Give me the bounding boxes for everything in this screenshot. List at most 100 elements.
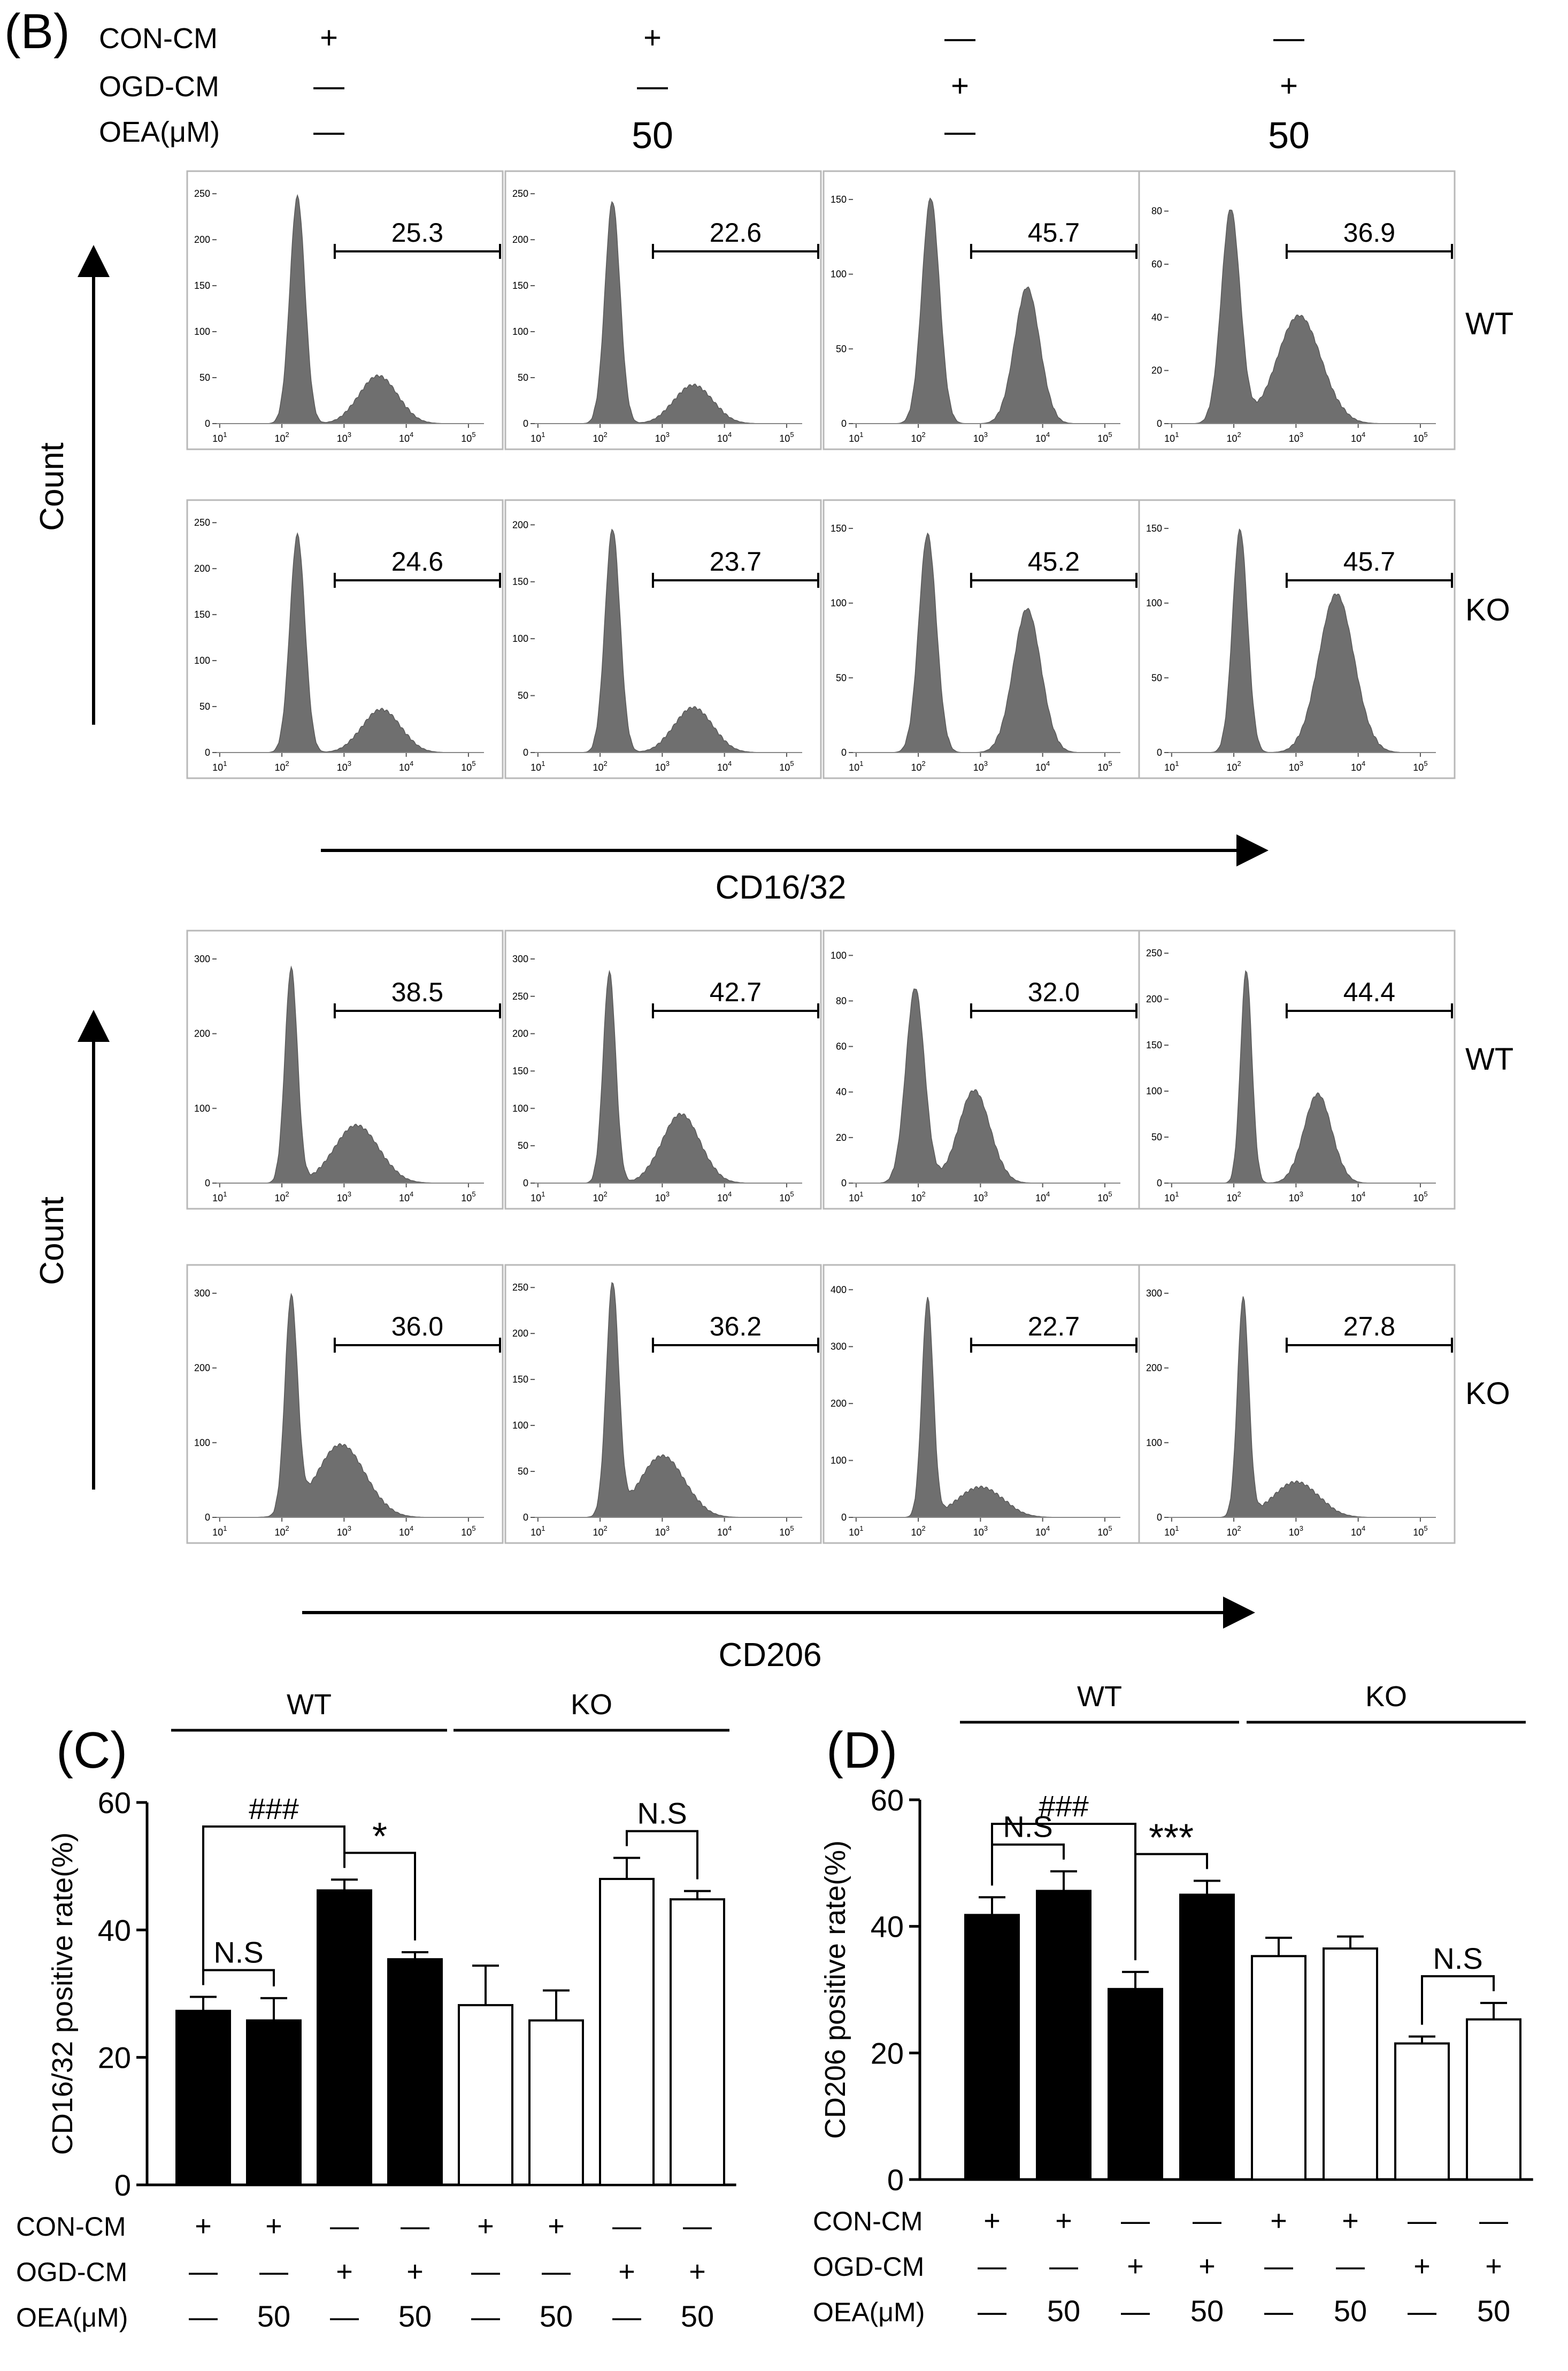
condition-cell: + [1127, 2250, 1144, 2282]
histogram-frame [186, 499, 504, 779]
y-tick-label: 60 [98, 1786, 131, 1820]
condition-cell: + [983, 2205, 1001, 2237]
y-tick-label: 250 [194, 517, 210, 528]
y-tick-label: 200 [194, 563, 210, 574]
significance-label: ### [249, 1792, 298, 1825]
y-tick-label: 50 [199, 372, 210, 383]
y-tick-label: 40 [1151, 312, 1162, 323]
gate-percent: 38.5 [391, 977, 443, 1007]
condition-cell: + [1413, 2250, 1431, 2282]
gate-percent: 36.2 [710, 1311, 762, 1341]
y-tick-label: 100 [512, 326, 528, 337]
condition-cell: — [1121, 2205, 1150, 2237]
header-cell: — [1273, 20, 1304, 55]
y-tick-label: 0 [1157, 1512, 1162, 1523]
header-row-label: OEA(μM) [99, 116, 220, 148]
condition-cell: — [1049, 2250, 1078, 2282]
condition-cell: — [683, 2210, 712, 2242]
gate-percent: 45.2 [1028, 547, 1080, 577]
significance-label: N.S [213, 1935, 263, 1969]
condition-label: OGD-CM [813, 2252, 924, 2282]
x-tick-label: 102 [911, 759, 925, 773]
y-tick-label: 250 [512, 188, 528, 199]
condition-cell: + [477, 2210, 494, 2242]
condition-cell: — [471, 2301, 500, 2333]
gate-percent: 32.0 [1028, 977, 1080, 1007]
y-tick-label: 60 [836, 1041, 847, 1052]
y-tick-label: 150 [512, 577, 528, 587]
condition-cell: — [612, 2301, 641, 2333]
bar [1108, 1988, 1163, 2181]
header-row-label: OGD-CM [99, 71, 219, 103]
bar [387, 1958, 443, 2186]
y-tick-label: 300 [194, 954, 210, 964]
row-label-ko-bottom: KO [1465, 1376, 1510, 1411]
y-tick-label: 100 [1146, 1437, 1162, 1448]
y-tick-label: 50 [1151, 1132, 1162, 1142]
condition-cell: 50 [1477, 2294, 1510, 2328]
condition-label: CON-CM [16, 2212, 126, 2242]
y-tick-label: 300 [512, 954, 528, 964]
y-tick-label: 150 [512, 280, 528, 291]
y-tick-label: 250 [194, 188, 210, 199]
header-cell: — [637, 68, 668, 103]
cd16-32-bar-chart: WT KO 0 20 40 60 CD16/32 positive rate(%) ### * N… [16, 1689, 736, 2333]
bar [317, 1889, 372, 2186]
y-tick-label: 200 [194, 234, 210, 245]
panel-c-label: (C) [56, 1722, 127, 1779]
significance-label: ### [1039, 1789, 1088, 1823]
count-label-top: Count [34, 442, 71, 531]
condition-cell: — [1121, 2296, 1150, 2328]
y-tick-label: 40 [871, 1910, 904, 1944]
y-tick-label: 300 [831, 1341, 847, 1352]
y-tick-label: 50 [518, 1466, 528, 1477]
cd16-32-axis-label: CD16/32 [716, 869, 847, 906]
y-tick-label: 100 [194, 1103, 210, 1114]
y-tick-label: 0 [841, 418, 847, 429]
gate-percent: 42.7 [710, 977, 762, 1007]
condition-cell: — [1479, 2205, 1508, 2237]
y-tick-label: 0 [841, 1178, 847, 1188]
y-tick-label: 150 [512, 1065, 528, 1076]
y-tick-label: 150 [831, 523, 847, 534]
gate-percent: 44.4 [1343, 977, 1395, 1007]
y-tick-label: 0 [205, 1178, 210, 1188]
cd206-axis-label: CD206 [719, 1637, 822, 1674]
y-tick-label: 100 [1146, 1086, 1162, 1096]
y-tick-label: 300 [194, 1288, 210, 1299]
histogram-frame [186, 170, 504, 450]
y-tick-label: 200 [194, 1029, 210, 1039]
bar [1466, 2018, 1521, 2181]
y-tick-label: 40 [836, 1087, 847, 1098]
y-tick-label: 150 [194, 280, 210, 291]
condition-cell: + [1055, 2205, 1072, 2237]
condition-cell: + [1198, 2250, 1216, 2282]
histogram-frame [1138, 499, 1456, 779]
histogram-frame [504, 170, 822, 450]
bar [1394, 2042, 1450, 2181]
condition-cell: + [1270, 2205, 1287, 2237]
header-cell: + [643, 20, 662, 55]
gate-percent: 24.6 [391, 547, 443, 577]
y-tick-label: 50 [518, 372, 528, 383]
y-tick-label: 50 [1151, 672, 1162, 683]
header-cell: 50 [1268, 114, 1310, 156]
y-tick-label: 50 [836, 343, 847, 354]
y-axis-label: CD16/32 positive rate(%) [47, 1832, 79, 2155]
y-tick-label: 100 [512, 1103, 528, 1114]
y-tick-label: 150 [512, 1374, 528, 1385]
y-tick-label: 150 [194, 609, 210, 620]
gate-percent: 36.0 [391, 1311, 443, 1341]
header-cell: — [944, 114, 975, 149]
x-tick-label: 103 [1289, 759, 1303, 773]
